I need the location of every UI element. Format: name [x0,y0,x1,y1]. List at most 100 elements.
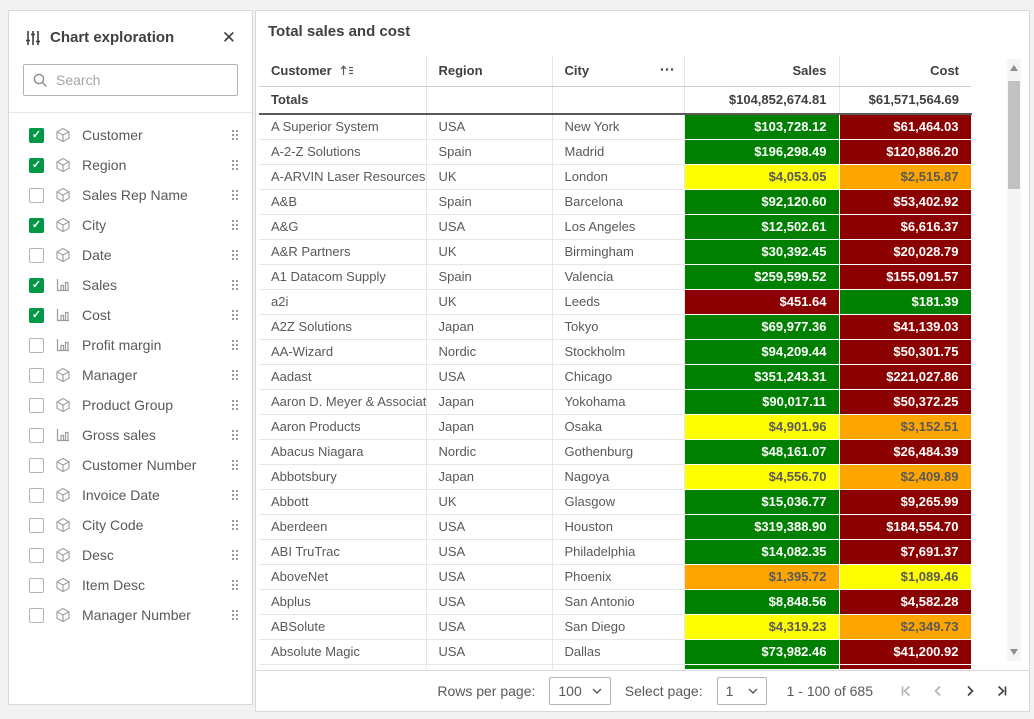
field-checkbox[interactable]: ✓ [29,277,44,293]
customer-cell[interactable]: A Superior System [259,114,427,140]
field-item-invoice-date[interactable]: ✓ Invoice Date [9,480,252,510]
field-checkbox[interactable]: ✓ [29,187,44,203]
last-page-button[interactable] [989,678,1015,704]
city-cell[interactable]: Yokohama [552,389,685,415]
customer-cell[interactable]: A2Z Solutions [259,314,427,340]
field-item-city-code[interactable]: ✓ City Code [9,510,252,540]
column-header-cost[interactable]: Cost [839,56,971,87]
field-checkbox[interactable]: ✓ [29,577,44,593]
field-checkbox[interactable]: ✓ [29,217,44,233]
region-cell[interactable]: Spain [426,139,553,165]
field-checkbox[interactable]: ✓ [29,547,44,563]
field-checkbox[interactable]: ✓ [29,337,44,353]
field-checkbox[interactable]: ✓ [29,397,44,413]
drag-handle-icon[interactable] [232,250,238,260]
field-checkbox[interactable]: ✓ [29,367,44,383]
city-cell[interactable]: Nagoya [552,464,685,490]
field-checkbox[interactable]: ✓ [29,457,44,473]
select-page-select[interactable]: 1 [716,677,767,705]
drag-handle-icon[interactable] [232,280,238,290]
drag-handle-icon[interactable] [232,460,238,470]
region-cell[interactable]: Nordic [426,439,553,465]
field-item-sales[interactable]: ✓ Sales [9,270,252,300]
field-item-region[interactable]: ✓ Region [9,150,252,180]
city-cell[interactable]: Phoenix [552,564,685,590]
city-cell[interactable]: Seattle [552,664,685,669]
region-cell[interactable]: USA [426,214,553,240]
customer-cell[interactable]: A1 Datacom Supply [259,264,427,290]
city-cell[interactable]: Stockholm [552,339,685,365]
city-cell[interactable]: London [552,164,685,190]
rows-per-page-select[interactable]: 100 [549,677,611,705]
column-header-region[interactable]: Region [426,56,553,87]
region-cell[interactable]: UK [426,489,553,515]
region-cell[interactable]: USA [426,114,553,140]
region-cell[interactable]: UK [426,289,553,315]
customer-cell[interactable]: a2i [259,289,427,315]
city-cell[interactable]: Philadelphia [552,539,685,565]
field-item-product-group[interactable]: ✓ Product Group [9,390,252,420]
drag-handle-icon[interactable] [232,520,238,530]
region-cell[interactable]: USA [426,539,553,565]
region-cell[interactable]: USA [426,614,553,640]
city-cell[interactable]: San Diego [552,614,685,640]
customer-cell[interactable]: A&B [259,189,427,215]
field-checkbox[interactable]: ✓ [29,127,44,143]
next-page-button[interactable] [957,678,983,704]
region-cell[interactable]: UK [426,164,553,190]
region-cell[interactable]: Japan [426,389,553,415]
drag-handle-icon[interactable] [232,400,238,410]
field-checkbox[interactable]: ✓ [29,427,44,443]
customer-cell[interactable]: Abbott [259,489,427,515]
customer-cell[interactable]: Abacus Niagara [259,439,427,465]
column-header-customer[interactable]: Customer [259,56,427,87]
customer-cell[interactable]: Aadast [259,364,427,390]
city-cell[interactable]: Madrid [552,139,685,165]
customer-cell[interactable]: AboveNet [259,564,427,590]
city-cell[interactable]: Birmingham [552,239,685,265]
customer-cell[interactable]: Absolute Magic [259,639,427,665]
drag-handle-icon[interactable] [232,220,238,230]
field-item-sales-rep-name[interactable]: ✓ Sales Rep Name [9,180,252,210]
city-cell[interactable]: Gothenburg [552,439,685,465]
close-icon[interactable]: ✕ [221,28,236,47]
field-checkbox[interactable]: ✓ [29,307,44,323]
customer-cell[interactable]: AA-Wizard [259,339,427,365]
column-header-city[interactable]: City ⋯ [552,56,685,87]
field-checkbox[interactable]: ✓ [29,157,44,173]
drag-handle-icon[interactable] [232,580,238,590]
drag-handle-icon[interactable] [232,610,238,620]
customer-cell[interactable]: A-2-Z Solutions [259,139,427,165]
region-cell[interactable]: Japan [426,314,553,340]
region-cell[interactable]: USA [426,364,553,390]
city-cell[interactable]: Glasgow [552,489,685,515]
city-cell[interactable]: New York [552,114,685,140]
region-cell[interactable]: Spain [426,264,553,290]
drag-handle-icon[interactable] [232,160,238,170]
customer-cell[interactable]: Abstract [259,664,427,669]
field-item-city[interactable]: ✓ City [9,210,252,240]
drag-handle-icon[interactable] [232,340,238,350]
scroll-up-icon[interactable] [1010,65,1018,71]
drag-handle-icon[interactable] [232,430,238,440]
drag-handle-icon[interactable] [232,310,238,320]
region-cell[interactable]: USA [426,589,553,615]
customer-cell[interactable]: Aberdeen [259,514,427,540]
drag-handle-icon[interactable] [232,490,238,500]
field-item-manager-number[interactable]: ✓ Manager Number [9,600,252,630]
first-page-button[interactable] [893,678,919,704]
city-cell[interactable]: Osaka [552,414,685,440]
region-cell[interactable]: USA [426,639,553,665]
field-checkbox[interactable]: ✓ [29,247,44,263]
field-item-manager[interactable]: ✓ Manager [9,360,252,390]
region-cell[interactable]: Japan [426,464,553,490]
field-checkbox[interactable]: ✓ [29,607,44,623]
search-input[interactable] [23,64,238,96]
previous-page-button[interactable] [925,678,951,704]
customer-cell[interactable]: ABI TruTrac [259,539,427,565]
region-cell[interactable]: Japan [426,414,553,440]
field-checkbox[interactable]: ✓ [29,487,44,503]
field-item-item-desc[interactable]: ✓ Item Desc [9,570,252,600]
drag-handle-icon[interactable] [232,370,238,380]
region-cell[interactable]: Nordic [426,339,553,365]
